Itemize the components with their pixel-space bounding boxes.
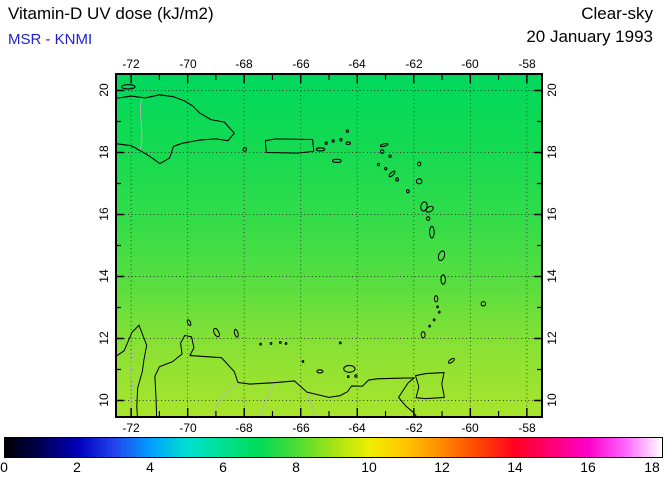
lat-tick-left: 18: [97, 145, 111, 159]
lon-tick-top: -62: [405, 57, 423, 71]
lon-tick-top: -60: [461, 57, 479, 71]
lon-tick-bottom: -62: [405, 421, 423, 435]
lon-tick-top: -66: [292, 57, 310, 71]
colorbar-tick: 12: [434, 459, 450, 475]
lat-tick-right: 14: [545, 269, 559, 283]
mona-island: [242, 146, 247, 152]
venezuela-river-1: [212, 383, 239, 416]
lat-tick-right: 18: [545, 145, 559, 159]
colorbar-tick: 0: [0, 459, 8, 475]
lat-tick-left: 20: [97, 83, 111, 97]
virgin-islands: [324, 129, 351, 163]
lon-tick-bottom: -64: [348, 421, 366, 435]
data-source: MSR - KNMI: [8, 31, 93, 48]
colorbar-tick: 4: [146, 459, 154, 475]
map-frame: [115, 73, 543, 418]
lon-tick-bottom: -68: [235, 421, 253, 435]
puerto-rico-coastline: [264, 138, 315, 154]
trinidad-coastline: [415, 372, 445, 400]
lon-tick-bottom: -58: [518, 421, 536, 435]
lon-tick-bottom: -70: [179, 421, 197, 435]
lon-tick-bottom: -72: [122, 421, 140, 435]
country-borders: [128, 97, 316, 416]
uv-dose-field: [117, 75, 541, 416]
lat-tick-left: 10: [97, 393, 111, 407]
colorbar-tick: 8: [292, 459, 300, 475]
lon-tick-top: -70: [179, 57, 197, 71]
lon-tick-top: -58: [518, 57, 536, 71]
colorbar-tick: 16: [580, 459, 596, 475]
lat-tick-right: 16: [545, 207, 559, 221]
venezuela-river-3: [307, 392, 316, 416]
tortue-island: [121, 84, 136, 90]
coastlines: [117, 84, 487, 416]
lon-tick-top: -64: [348, 57, 366, 71]
lat-tick-left: 12: [97, 331, 111, 345]
colorbar-tick: 18: [644, 459, 660, 475]
lon-tick-top: -68: [235, 57, 253, 71]
colorbar-tick: 14: [507, 459, 523, 475]
date-label: 20 January 1993: [526, 27, 653, 46]
colorbar-tick: 10: [361, 459, 377, 475]
vieques-island: [315, 147, 326, 152]
colorbar-gradient: [5, 438, 662, 457]
map-canvas: [117, 75, 541, 416]
haiti-dr-border: [139, 97, 143, 151]
lon-tick-bottom: -60: [461, 421, 479, 435]
lat-tick-left: 16: [97, 207, 111, 221]
colorbar-tick: 2: [73, 459, 81, 475]
lat-tick-left: 14: [97, 269, 111, 283]
page-title: Vitamin-D UV dose (kJ/m2): [8, 4, 214, 23]
venezuelan-islands: [186, 319, 358, 379]
venezuela-coastline: [117, 324, 417, 416]
colorbar-tick: 6: [219, 459, 227, 475]
venezuela-river-2: [259, 383, 274, 416]
tobago-island: [447, 357, 455, 364]
lat-tick-right: 10: [545, 393, 559, 407]
axis-tick-marks: [117, 75, 541, 416]
lon-tick-bottom: -66: [292, 421, 310, 435]
sky-condition-label: Clear-sky: [581, 4, 653, 23]
lat-tick-right: 20: [545, 83, 559, 97]
lon-tick-top: -72: [122, 57, 140, 71]
lat-tick-right: 12: [545, 331, 559, 345]
colombia-venezuela-border: [128, 344, 135, 416]
colorbar: [4, 437, 663, 458]
lesser-antilles-islands: [376, 143, 487, 339]
hispaniola-coastline: [117, 94, 235, 165]
